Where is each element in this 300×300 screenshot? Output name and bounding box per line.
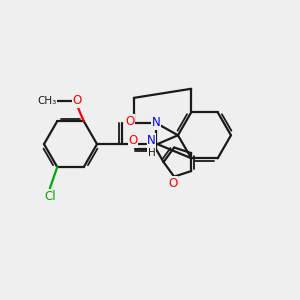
Text: H: H: [148, 148, 155, 158]
Text: O: O: [168, 177, 177, 190]
Text: O: O: [126, 115, 135, 128]
Text: O: O: [72, 94, 82, 107]
Text: N: N: [147, 134, 156, 147]
Text: Cl: Cl: [44, 190, 56, 203]
Text: O: O: [129, 134, 138, 147]
Text: CH₃: CH₃: [37, 96, 57, 106]
Text: N: N: [152, 116, 160, 129]
